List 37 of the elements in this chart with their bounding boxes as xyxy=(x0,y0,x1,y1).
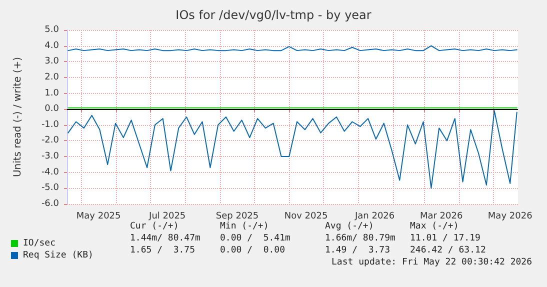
x-tick-label: May 2026 xyxy=(488,212,533,222)
y-tick-label: -6.0 xyxy=(41,199,60,209)
x-tick-label: Jul 2025 xyxy=(148,212,186,222)
x-tick-label: Sep 2025 xyxy=(216,212,259,222)
text: Max (-/+) xyxy=(410,222,459,232)
text: 0.00 / 5.41m xyxy=(220,234,290,244)
line-series xyxy=(68,110,518,189)
text: 1.49 / 3.73 xyxy=(325,246,390,256)
text: 11.01 / 17.19 xyxy=(410,234,480,244)
text: 1.65 / 3.75 xyxy=(130,246,196,256)
x-tick-label: Jan 2026 xyxy=(354,212,395,222)
text: 1.66m/ 80.79m xyxy=(325,234,396,244)
text: Cur (-/+) xyxy=(130,222,179,232)
y-axis-title: Units read (-) / write (+) xyxy=(12,56,24,178)
x-tick-label: May 2025 xyxy=(76,212,121,222)
chart-title: IOs for /dev/vg0/lv-tmp - by year xyxy=(176,8,372,22)
text: 1.44m/ 80.47m xyxy=(130,234,200,244)
y-tick-label: -1.0 xyxy=(41,120,60,130)
y-tick-label: -2.0 xyxy=(41,136,60,146)
y-tick-label: -3.0 xyxy=(41,152,60,162)
x-tick-label: Nov 2025 xyxy=(284,212,328,222)
y-tick-label: 0.0 xyxy=(44,104,60,114)
legend-label: IO/sec xyxy=(23,238,56,248)
x-tick-label: Mar 2026 xyxy=(420,212,463,222)
legend-label: Req Size (KB) xyxy=(23,250,94,260)
text: Avg (-/+) xyxy=(325,222,374,232)
y-tick-label: -4.0 xyxy=(41,167,60,178)
y-tick-label: 1.0 xyxy=(44,88,60,98)
y-tick-label: 5.0 xyxy=(44,25,60,35)
text: Last update: Fri May 22 00:30:42 2026 xyxy=(332,258,532,268)
text: Min (-/+) xyxy=(220,222,269,232)
text: 0.00 / 0.00 xyxy=(220,246,286,256)
text: 246.42 / 63.12 xyxy=(410,246,486,256)
y-tick-label: 3.0 xyxy=(44,56,60,67)
y-tick-label: -5.0 xyxy=(41,183,60,194)
y-tick-label: 2.0 xyxy=(44,72,60,82)
y-tick-label: 4.0 xyxy=(44,40,60,51)
